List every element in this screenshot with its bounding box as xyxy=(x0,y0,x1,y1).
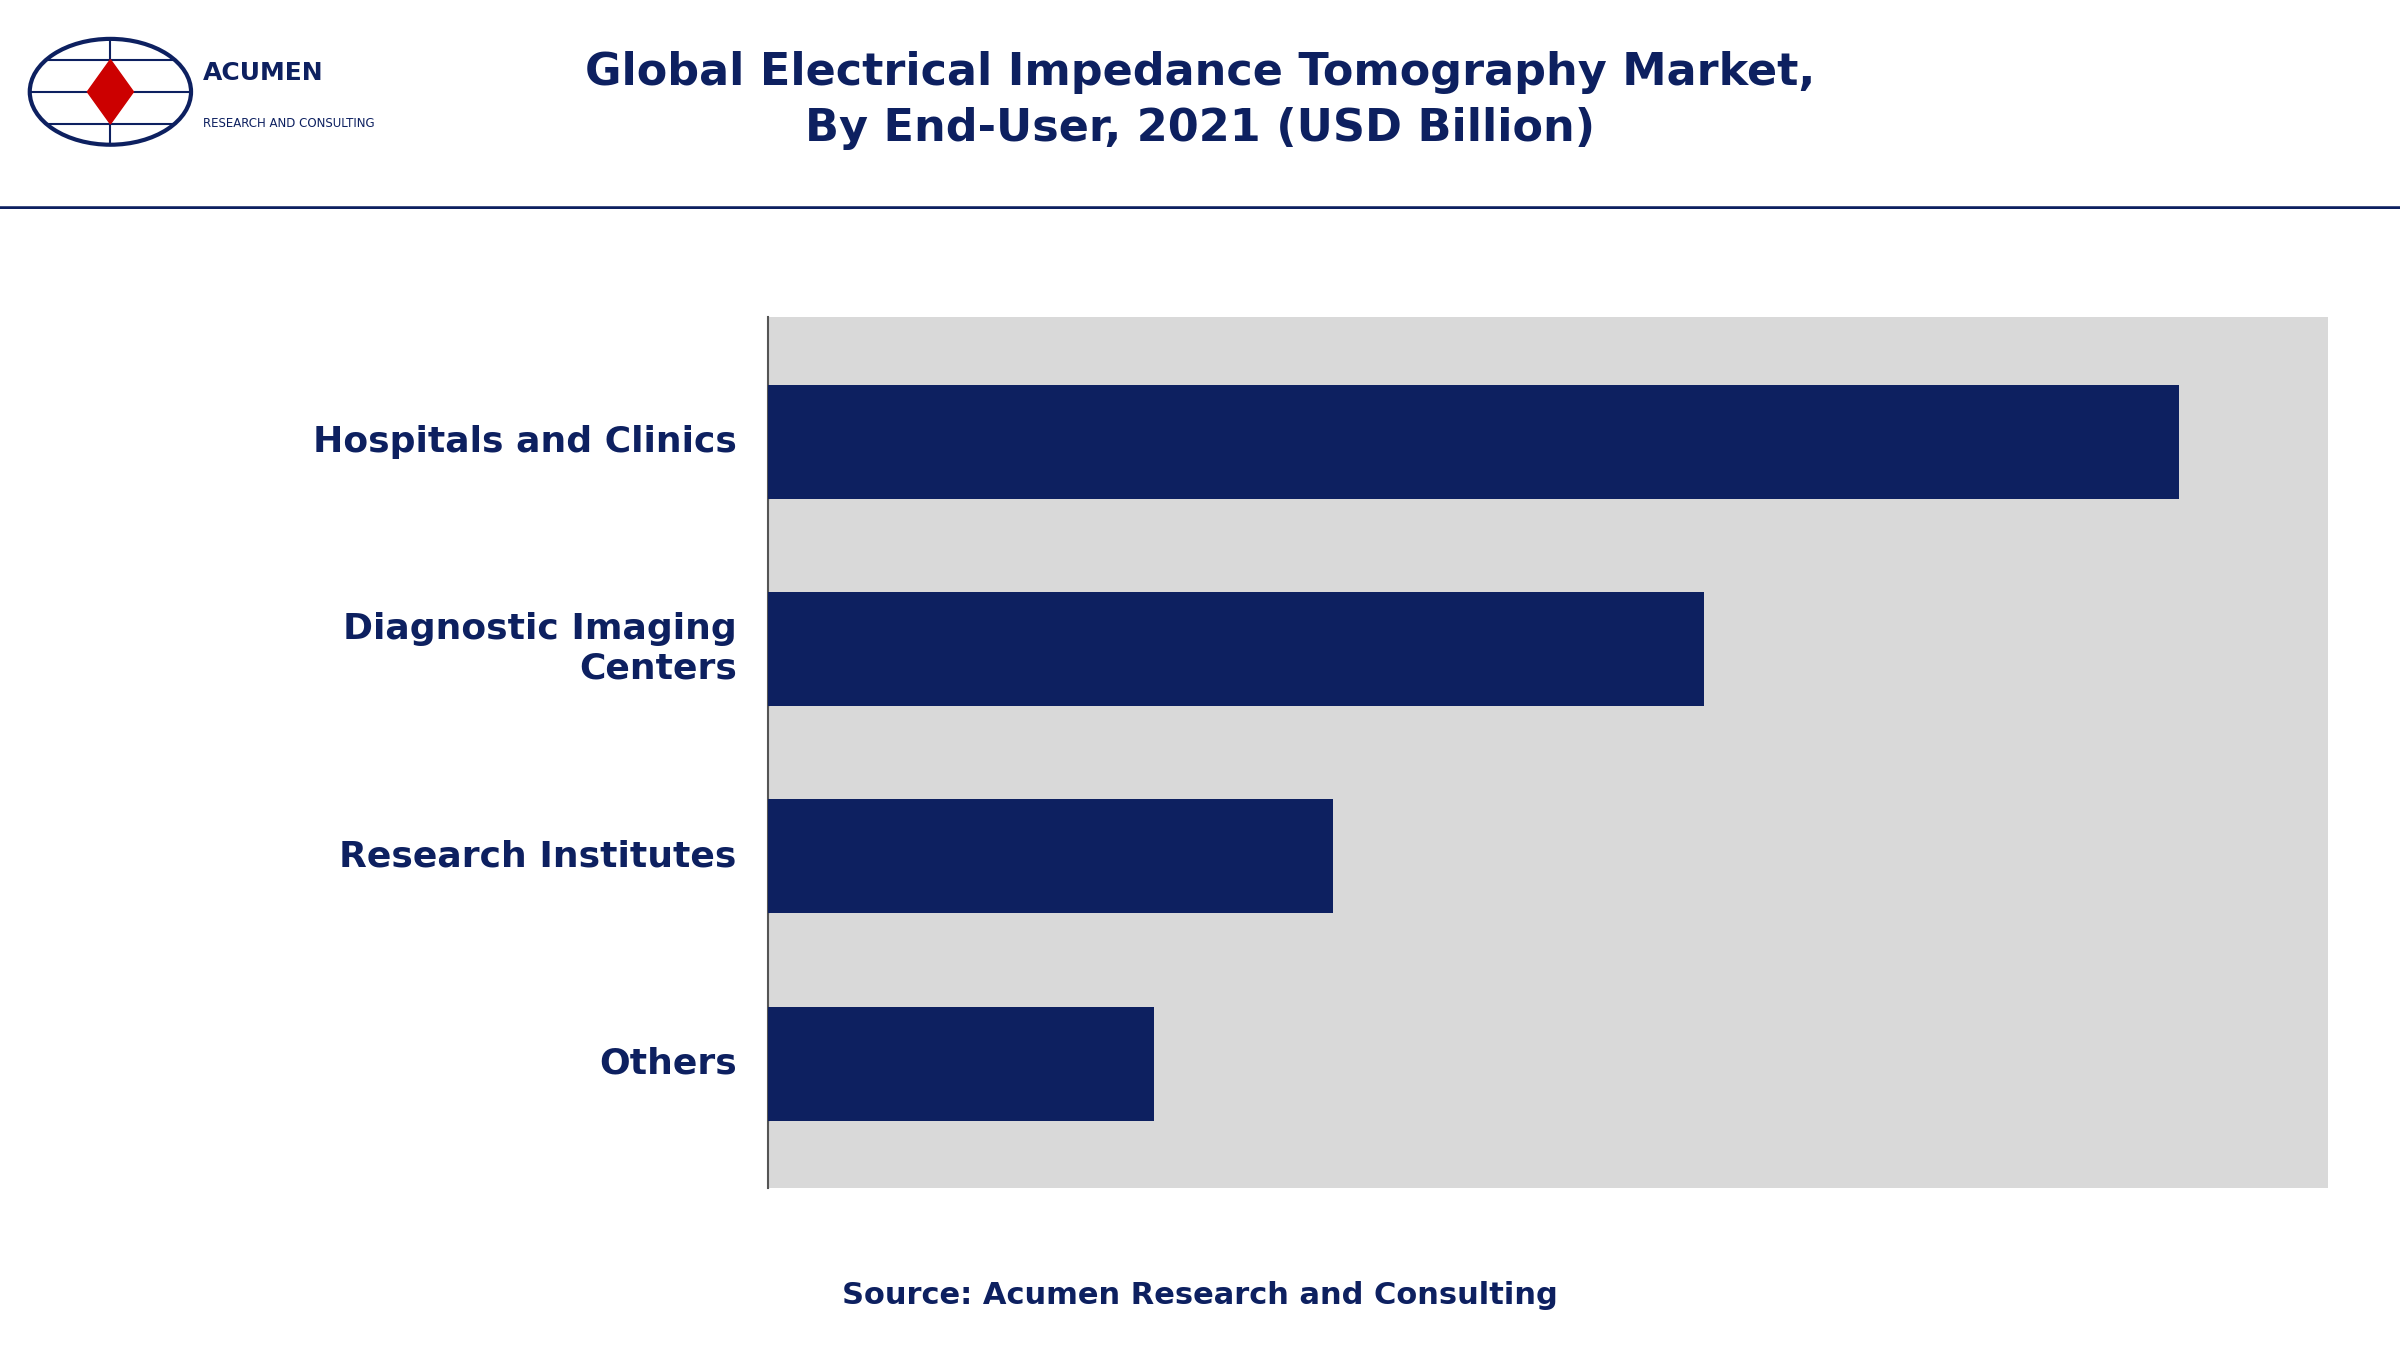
Bar xyxy=(768,1007,1154,1120)
Bar xyxy=(768,591,1704,706)
Polygon shape xyxy=(86,59,134,124)
Text: RESEARCH AND CONSULTING: RESEARCH AND CONSULTING xyxy=(202,117,374,131)
Text: Diagnostic Imaging
Centers: Diagnostic Imaging Centers xyxy=(343,613,737,686)
Bar xyxy=(768,799,1332,914)
Text: ACUMEN: ACUMEN xyxy=(202,61,324,85)
Text: Global Electrical Impedance Tomography Market,
By End-User, 2021 (USD Billion): Global Electrical Impedance Tomography M… xyxy=(586,51,1814,150)
Text: Research Institutes: Research Institutes xyxy=(338,840,737,873)
Text: Others: Others xyxy=(600,1046,737,1080)
Bar xyxy=(768,385,2179,498)
Text: Source: Acumen Research and Consulting: Source: Acumen Research and Consulting xyxy=(842,1281,1558,1311)
Text: Hospitals and Clinics: Hospitals and Clinics xyxy=(312,425,737,459)
